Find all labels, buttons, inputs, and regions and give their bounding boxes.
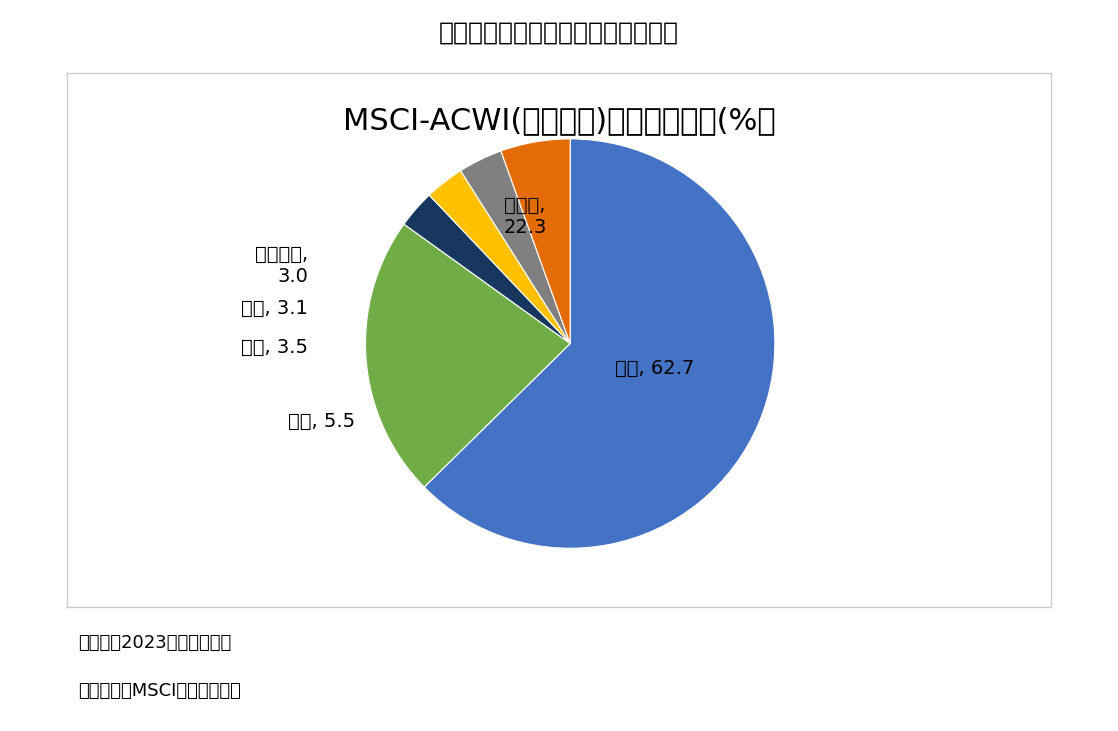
Text: 日本, 5.5: 日本, 5.5 xyxy=(288,412,356,431)
Text: 米国, 62.7: 米国, 62.7 xyxy=(615,359,694,378)
Text: MSCI-ACWI(オルカン)の国別構成比(%）: MSCI-ACWI(オルカン)の国別構成比(%） xyxy=(343,107,775,136)
Text: フランス,
3.0: フランス, 3.0 xyxy=(255,246,309,287)
Wedge shape xyxy=(461,151,570,344)
Wedge shape xyxy=(424,139,775,548)
Text: 英国, 3.5: 英国, 3.5 xyxy=(241,338,309,357)
Wedge shape xyxy=(366,224,570,487)
Text: （注）　2023年９月末時点: （注） 2023年９月末時点 xyxy=(78,635,231,652)
Text: （資料）　MSCIより筆者作成: （資料） MSCIより筆者作成 xyxy=(78,682,241,700)
Wedge shape xyxy=(404,195,570,344)
Text: 【図表６】オルカンの６割は米国株: 【図表６】オルカンの６割は米国株 xyxy=(439,21,679,45)
Wedge shape xyxy=(501,139,570,344)
Text: 中国, 3.1: 中国, 3.1 xyxy=(241,299,309,318)
Wedge shape xyxy=(429,171,570,344)
Text: その他,
22.3: その他, 22.3 xyxy=(503,196,547,237)
